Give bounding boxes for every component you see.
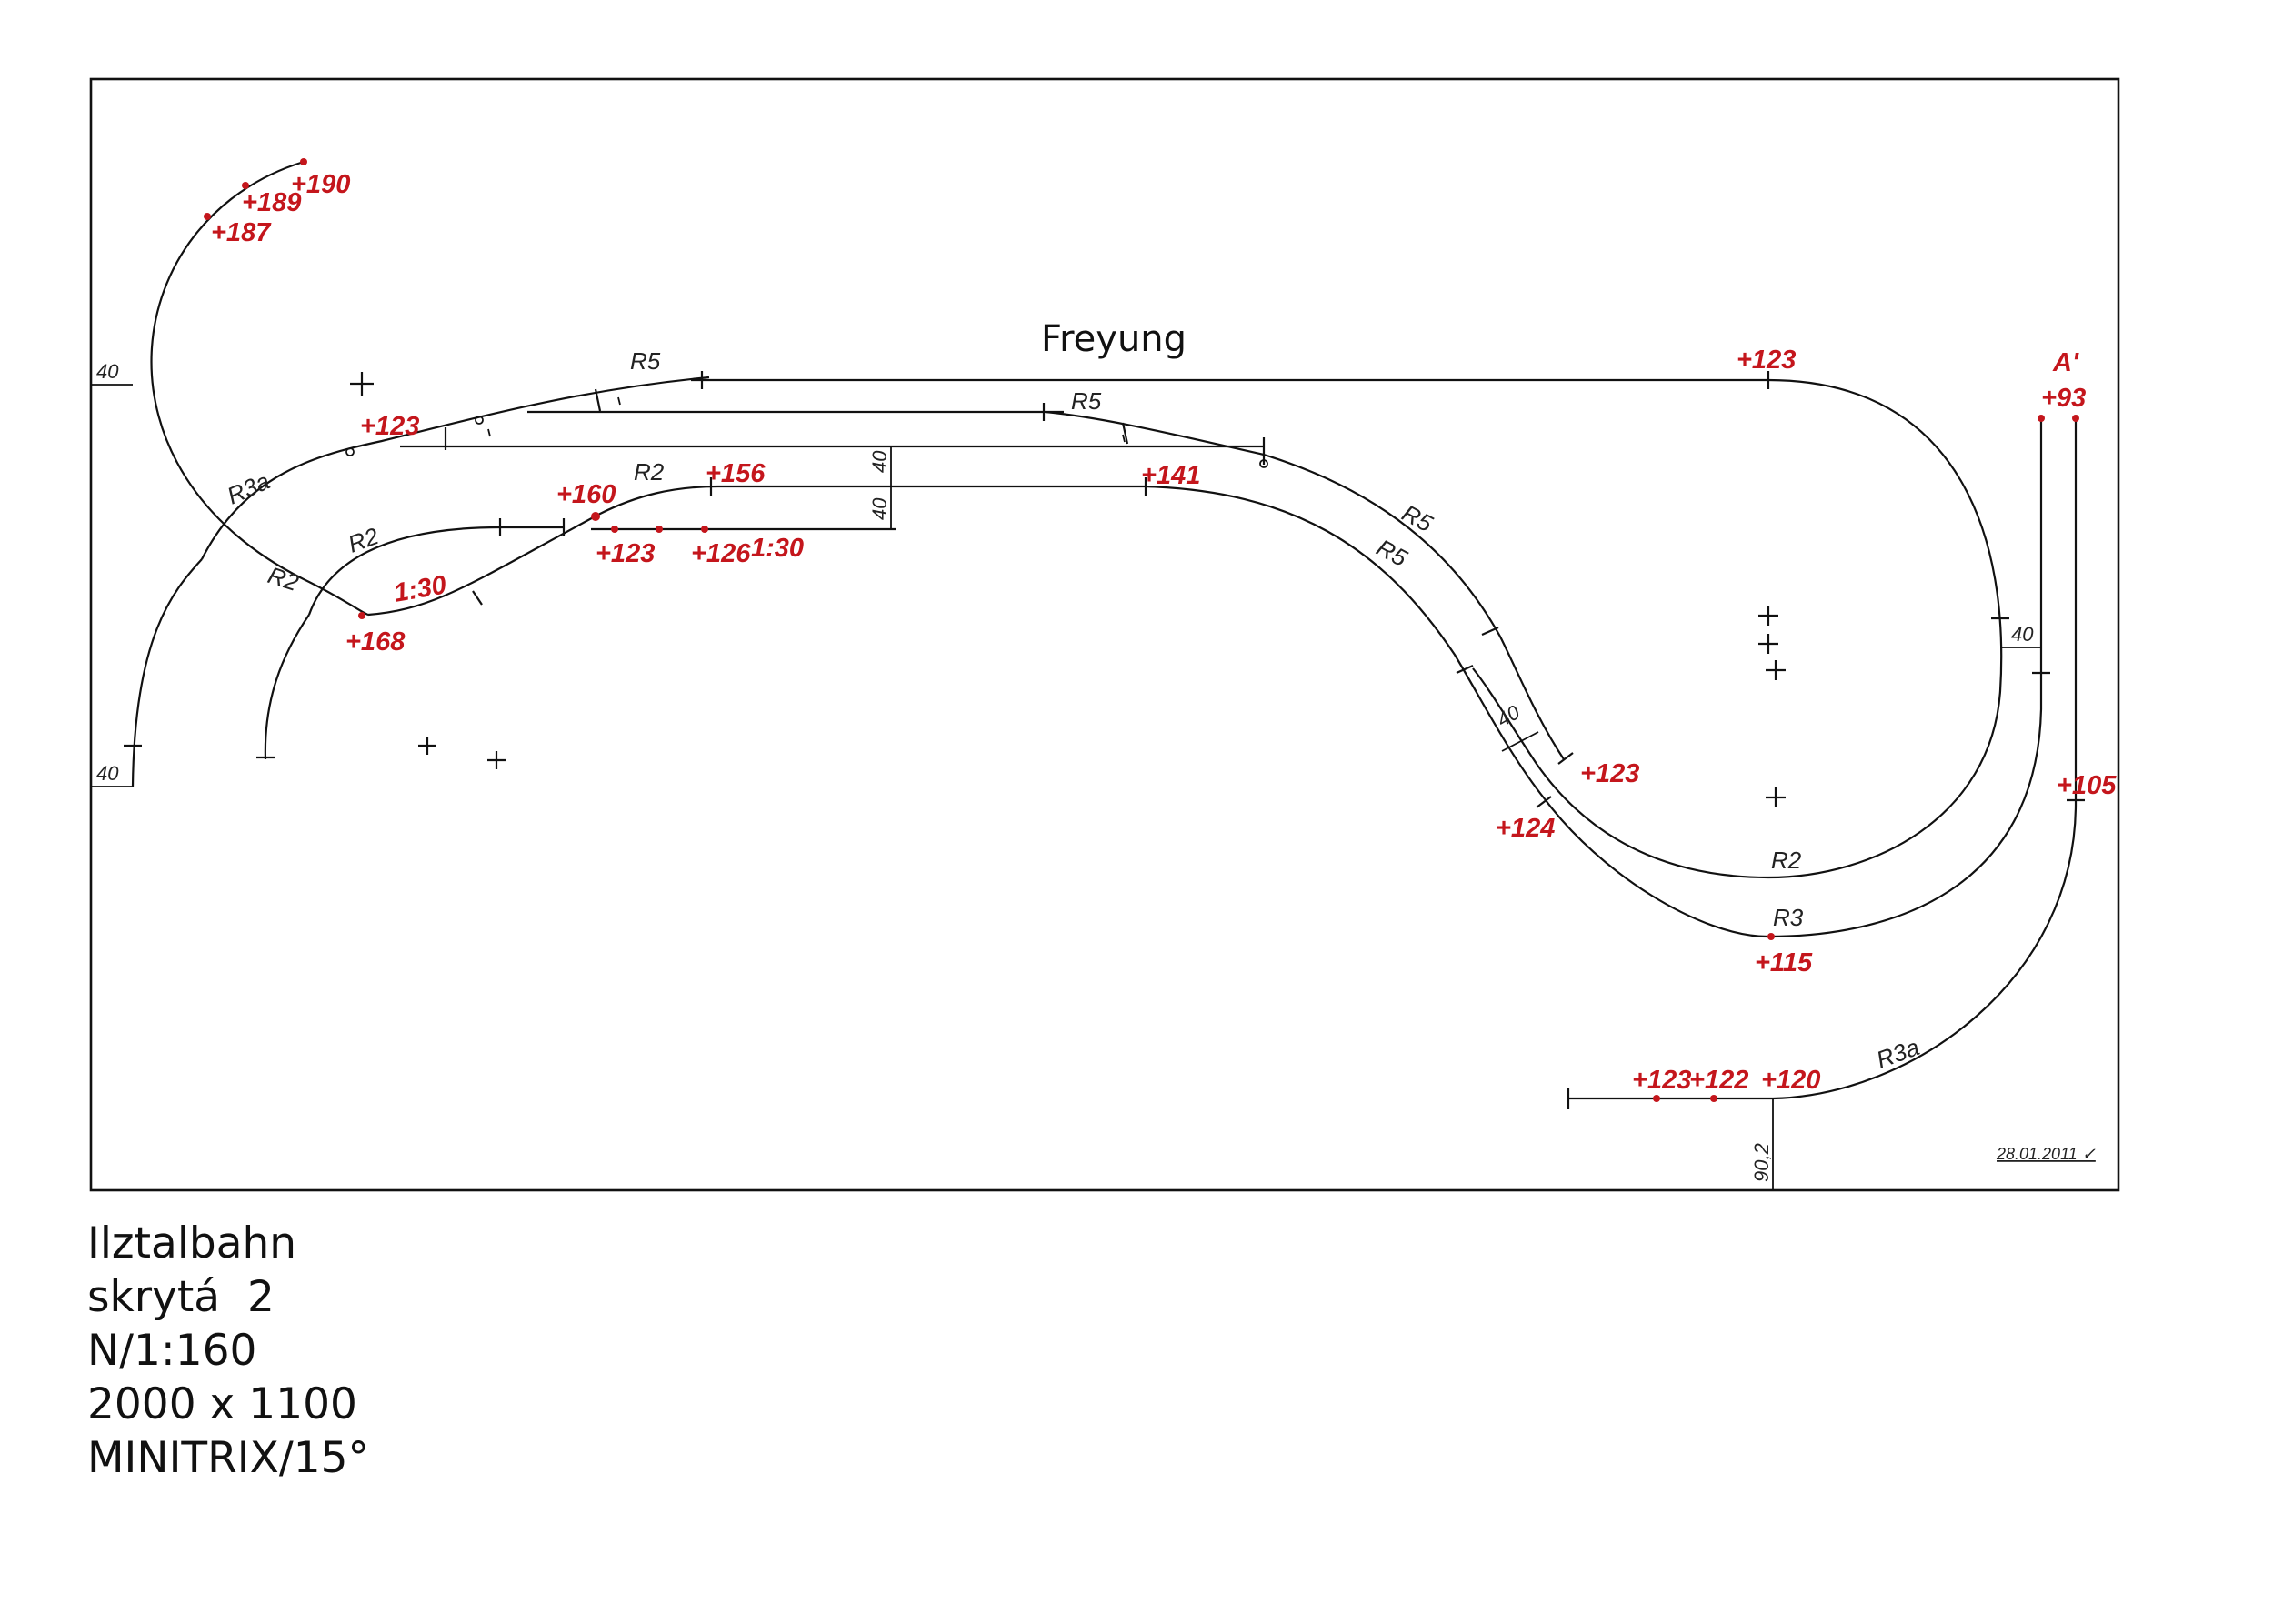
dimension-label: 90,2 — [1750, 1143, 1773, 1182]
elevation-label: +168 — [345, 627, 406, 657]
radius-label: R2 — [1771, 847, 1802, 874]
elevation-label: +160 — [556, 480, 616, 509]
track-s-curve-outer — [1263, 453, 1565, 760]
turnout-symbols — [345, 396, 1268, 468]
radius-label: R2 — [265, 561, 302, 596]
radius-label: R3a — [223, 467, 274, 510]
grade-label: 1:30 — [751, 534, 804, 563]
track-right-loop-r2 — [1472, 378, 2003, 879]
elevation-label: +115 — [1755, 948, 1813, 977]
dimension-lines — [91, 384, 2041, 1190]
radius-label: R3a — [1873, 1033, 1923, 1074]
caption-line: N/1:160 — [87, 1326, 257, 1376]
caption-line: MINITRIX/15° — [87, 1433, 369, 1483]
track-joints — [124, 371, 2085, 1109]
signature: 28.01.2011 ✓ — [1996, 1145, 2096, 1163]
station-name: Freyung — [1041, 318, 1187, 360]
elevation-label: +122 — [1689, 1066, 1748, 1095]
elevation-label: +124 — [1496, 814, 1555, 843]
track-siding-diverge — [1045, 410, 1265, 456]
elevation-label: +187 — [211, 218, 272, 247]
elevation-label: +156 — [706, 459, 766, 488]
elevation-label: +189 — [242, 188, 301, 217]
elevation-label: +105 — [2057, 771, 2117, 800]
track-r3-loop — [1145, 418, 2043, 938]
radius-labels: R5 R5 R5 R5 R3a R2 R2 R2 R2 R3 R3a — [223, 347, 1923, 1074]
elevation-label: +141 — [1141, 461, 1200, 490]
track-r3a-lower — [1568, 799, 2078, 1100]
baseboard-frame — [89, 77, 2120, 1192]
elevation-label: +123 — [596, 539, 655, 568]
dimension-label: 40 — [2011, 623, 2034, 646]
elevation-label: +123 — [360, 412, 419, 441]
track-r2-branch — [307, 526, 564, 616]
radius-label: R5 — [1397, 499, 1437, 537]
radius-label: R5 — [1071, 387, 1102, 415]
caption-line: Ilztalbahn — [87, 1218, 297, 1268]
track-r3a-main — [201, 376, 710, 560]
dimension-label: 40 — [868, 497, 891, 520]
caption-line: 2000 x 1100 — [87, 1379, 357, 1429]
plan-caption: Ilztalbahn skrytá 2 N/1:160 2000 x 1100 … — [87, 1217, 369, 1485]
elevation-labels: +187 +189 +190 +123 +160 +156 +123 +126 … — [211, 170, 2117, 1095]
caption-line: skrytá 2 — [87, 1272, 275, 1322]
grade-label: 1:30 — [392, 570, 449, 608]
track-left-lower-arc — [131, 558, 203, 787]
elevation-label: +93 — [2041, 384, 2086, 413]
elevation-points — [204, 158, 2079, 1102]
radius-label: R2 — [634, 458, 665, 486]
radius-label: R2 — [345, 522, 383, 558]
elevation-label: +120 — [1761, 1066, 1820, 1095]
elevation-label: +123 — [1632, 1066, 1691, 1095]
point-label-a: A' — [2052, 348, 2079, 377]
dimension-labels: 40 40 40 40 40 40 90,2 — [96, 360, 2034, 1182]
elevation-label: +123 — [1580, 759, 1639, 788]
elevation-label: +123 — [1737, 346, 1796, 375]
elevation-label: +126 — [691, 539, 751, 568]
track-grade-130 — [367, 485, 1146, 617]
dimension-label: 40 — [96, 762, 119, 785]
track-left-inner-arc — [264, 614, 310, 760]
cross-marks — [350, 372, 1786, 807]
grade-labels: 1:30 1:30 — [392, 534, 804, 608]
dimension-label: 40 — [868, 450, 891, 473]
elevation-label: +190 — [291, 170, 350, 199]
radius-label: R3 — [1773, 904, 1804, 931]
dimension-label: 40 — [96, 360, 119, 383]
radius-label: R5 — [630, 347, 661, 375]
